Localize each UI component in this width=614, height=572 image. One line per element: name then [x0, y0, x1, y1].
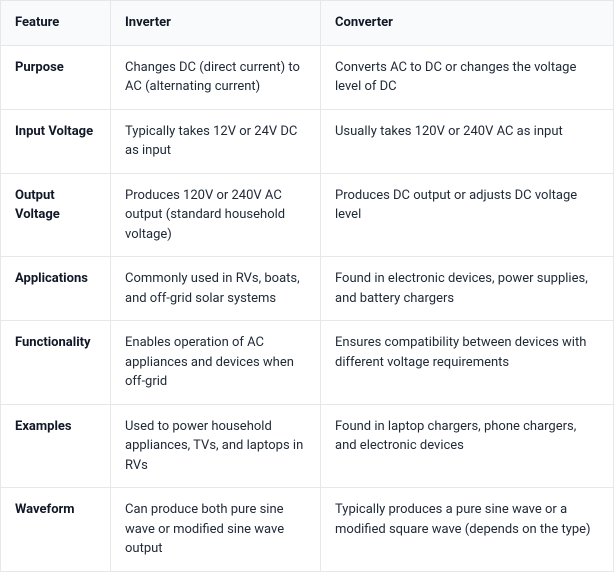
table-row: Waveform Can produce both pure sine wave…: [1, 488, 614, 572]
table-row: Examples Used to power household applian…: [1, 404, 614, 488]
table-row: Output Voltage Produces 120V or 240V AC …: [1, 173, 614, 257]
inverter-cell: Commonly used in RVs, boats, and off-gri…: [111, 257, 321, 321]
table-row: Applications Commonly used in RVs, boats…: [1, 257, 614, 321]
feature-label: Applications: [1, 257, 111, 321]
table-row: Input Voltage Typically takes 12V or 24V…: [1, 109, 614, 173]
inverter-cell: Enables operation of AC appliances and d…: [111, 321, 321, 405]
converter-cell: Produces DC output or adjusts DC voltage…: [321, 173, 614, 257]
table-body: Purpose Changes DC (direct current) to A…: [1, 45, 614, 571]
feature-label: Examples: [1, 404, 111, 488]
converter-cell: Ensures compatibility between devices wi…: [321, 321, 614, 405]
inverter-cell: Produces 120V or 240V AC output (standar…: [111, 173, 321, 257]
converter-cell: Usually takes 120V or 240V AC as input: [321, 109, 614, 173]
inverter-cell: Typically takes 12V or 24V DC as input: [111, 109, 321, 173]
converter-cell: Found in electronic devices, power suppl…: [321, 257, 614, 321]
inverter-cell: Changes DC (direct current) to AC (alter…: [111, 45, 321, 109]
converter-cell: Typically produces a pure sine wave or a…: [321, 488, 614, 572]
column-header-feature: Feature: [1, 1, 111, 46]
column-header-inverter: Inverter: [111, 1, 321, 46]
column-header-converter: Converter: [321, 1, 614, 46]
feature-label: Waveform: [1, 488, 111, 572]
comparison-table: Feature Inverter Converter Purpose Chang…: [0, 0, 614, 572]
feature-label: Input Voltage: [1, 109, 111, 173]
table-row: Functionality Enables operation of AC ap…: [1, 321, 614, 405]
converter-cell: Converts AC to DC or changes the voltage…: [321, 45, 614, 109]
converter-cell: Found in laptop chargers, phone chargers…: [321, 404, 614, 488]
feature-label: Output Voltage: [1, 173, 111, 257]
table-header-row: Feature Inverter Converter: [1, 1, 614, 46]
inverter-cell: Can produce both pure sine wave or modif…: [111, 488, 321, 572]
inverter-cell: Used to power household appliances, TVs,…: [111, 404, 321, 488]
feature-label: Functionality: [1, 321, 111, 405]
table-row: Purpose Changes DC (direct current) to A…: [1, 45, 614, 109]
feature-label: Purpose: [1, 45, 111, 109]
